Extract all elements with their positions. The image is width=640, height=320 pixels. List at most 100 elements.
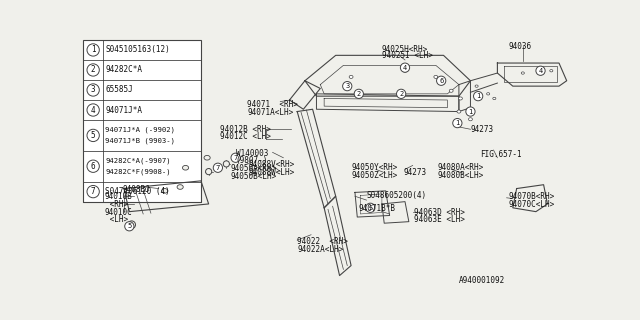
Polygon shape <box>297 109 336 208</box>
Ellipse shape <box>177 185 183 189</box>
Ellipse shape <box>521 72 524 74</box>
Ellipse shape <box>486 93 490 95</box>
Text: 94012B <RH>: 94012B <RH> <box>220 124 271 134</box>
Polygon shape <box>355 191 390 217</box>
Ellipse shape <box>458 97 462 100</box>
Text: 94050Y<RH>: 94050Y<RH> <box>351 163 397 172</box>
Ellipse shape <box>493 97 496 100</box>
Text: 94080B<LH>: 94080B<LH> <box>437 171 484 180</box>
Ellipse shape <box>349 75 353 78</box>
Ellipse shape <box>468 118 472 121</box>
Text: 6: 6 <box>439 78 444 84</box>
Text: 1: 1 <box>455 120 460 126</box>
Polygon shape <box>513 185 547 212</box>
Circle shape <box>87 84 99 96</box>
Text: 1: 1 <box>91 45 95 54</box>
Text: 94012C <LH>: 94012C <LH> <box>220 132 271 141</box>
Text: 94022A<LH>: 94022A<LH> <box>297 245 344 254</box>
Text: 94022  <RH>: 94022 <RH> <box>297 237 348 246</box>
Text: 94036: 94036 <box>509 42 532 51</box>
Ellipse shape <box>182 165 189 170</box>
Circle shape <box>474 92 483 101</box>
Circle shape <box>87 160 99 172</box>
Circle shape <box>223 161 230 167</box>
Text: 94010C: 94010C <box>105 208 132 217</box>
Text: 94071B*B: 94071B*B <box>359 204 396 213</box>
Circle shape <box>466 107 475 116</box>
Text: 4: 4 <box>403 65 407 71</box>
Text: 3: 3 <box>91 85 95 94</box>
Text: 4: 4 <box>538 68 543 74</box>
Text: 94273: 94273 <box>403 168 427 177</box>
Text: 65585J: 65585J <box>106 85 133 94</box>
Polygon shape <box>316 94 459 112</box>
Circle shape <box>536 66 545 76</box>
Ellipse shape <box>434 75 438 78</box>
Polygon shape <box>305 55 470 96</box>
Circle shape <box>452 118 462 128</box>
Text: 7: 7 <box>216 165 220 171</box>
Text: S: S <box>368 205 372 211</box>
Text: 94080A<RH>: 94080A<RH> <box>437 163 484 172</box>
Text: 2: 2 <box>91 66 95 75</box>
Circle shape <box>401 63 410 72</box>
Text: 94071J*B (9903-): 94071J*B (9903-) <box>106 138 175 144</box>
Circle shape <box>87 64 99 76</box>
Text: 94071  <RH>: 94071 <RH> <box>247 100 298 109</box>
Ellipse shape <box>550 69 553 72</box>
Polygon shape <box>497 63 566 86</box>
Text: S048605200(4): S048605200(4) <box>367 191 427 200</box>
Text: 94025H<RH>: 94025H<RH> <box>382 44 428 53</box>
Text: 94070C<LH>: 94070C<LH> <box>509 200 556 209</box>
Text: S047406120 (4): S047406120 (4) <box>106 187 170 196</box>
Circle shape <box>213 163 223 172</box>
Circle shape <box>342 82 352 91</box>
Text: 94282C*F(9908-): 94282C*F(9908-) <box>106 169 171 175</box>
Polygon shape <box>124 181 209 212</box>
Circle shape <box>231 153 240 162</box>
Text: 94071A<LH>: 94071A<LH> <box>247 108 293 117</box>
Polygon shape <box>324 196 351 276</box>
Circle shape <box>87 186 99 198</box>
Text: 94273: 94273 <box>470 124 493 134</box>
Text: 94063D <RH>: 94063D <RH> <box>414 208 465 217</box>
Ellipse shape <box>162 188 168 193</box>
Polygon shape <box>382 202 409 223</box>
Bar <box>83 40 201 202</box>
Text: 5: 5 <box>127 223 131 229</box>
Text: 3: 3 <box>345 83 349 89</box>
Text: 4: 4 <box>91 106 95 115</box>
Text: 94050B<LH>: 94050B<LH> <box>231 172 277 180</box>
Text: 7: 7 <box>91 187 95 196</box>
Text: A940001092: A940001092 <box>459 276 505 284</box>
Text: S045105163(12): S045105163(12) <box>106 45 170 54</box>
Text: (9807-): (9807-) <box>236 156 268 165</box>
Ellipse shape <box>449 89 453 92</box>
Circle shape <box>397 89 406 99</box>
Text: <RH>: <RH> <box>105 200 128 209</box>
Text: 94070B<RH>: 94070B<RH> <box>509 192 556 201</box>
Text: 1: 1 <box>476 93 480 99</box>
Text: 1: 1 <box>468 108 472 115</box>
Text: 94088V<RH>: 94088V<RH> <box>249 160 295 169</box>
Text: 94088W<LH>: 94088W<LH> <box>249 168 295 177</box>
Circle shape <box>128 221 136 228</box>
Text: W140003: W140003 <box>236 148 268 157</box>
Text: 94050A<RH>: 94050A<RH> <box>231 164 277 173</box>
Circle shape <box>87 104 99 116</box>
Ellipse shape <box>204 156 210 160</box>
Text: 6: 6 <box>91 162 95 171</box>
Polygon shape <box>459 81 470 112</box>
Text: <LH>: <LH> <box>105 215 128 225</box>
Text: 94282C*A(-9907): 94282C*A(-9907) <box>106 157 171 164</box>
Ellipse shape <box>457 110 461 113</box>
Text: 9408BJ: 9408BJ <box>122 185 150 194</box>
Text: FIG.657-1: FIG.657-1 <box>481 150 522 159</box>
Circle shape <box>365 203 375 212</box>
Circle shape <box>87 44 99 56</box>
Text: 94063E <LH>: 94063E <LH> <box>414 215 465 225</box>
Text: 94025I <LH>: 94025I <LH> <box>382 52 433 60</box>
Text: 2: 2 <box>399 91 403 97</box>
Ellipse shape <box>475 85 478 87</box>
Text: 2: 2 <box>356 91 361 97</box>
